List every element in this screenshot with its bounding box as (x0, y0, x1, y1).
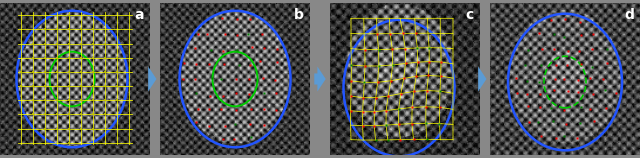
Text: a: a (134, 8, 144, 22)
Text: c: c (466, 8, 474, 22)
Text: d: d (624, 8, 634, 22)
Text: b: b (294, 8, 304, 22)
